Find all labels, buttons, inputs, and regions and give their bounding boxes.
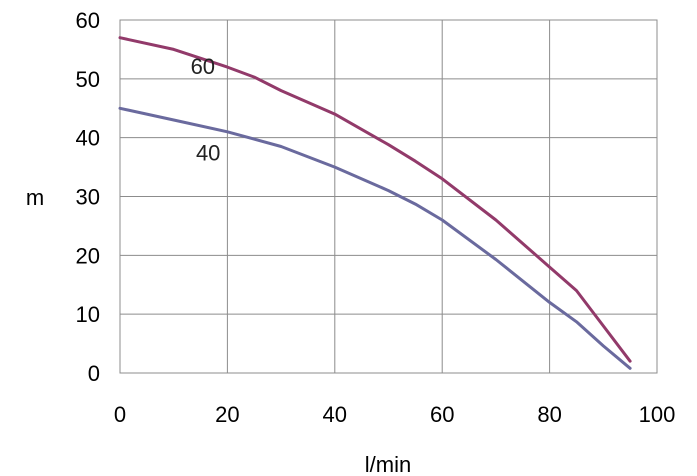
series-label-60: 60: [191, 54, 215, 79]
y-tick-label: 20: [76, 243, 100, 268]
x-tick-label: 100: [639, 402, 676, 427]
x-tick-label: 40: [323, 402, 347, 427]
series-layer: 60 40: [118, 36, 632, 370]
tick-labels: 0 10 20 30 40 50 60 0 20 40 60 80 100: [76, 8, 676, 427]
x-axis-label: l/min: [365, 452, 411, 476]
y-tick-label: 0: [88, 361, 100, 386]
series-line-60: [118, 36, 632, 363]
x-tick-label: 0: [114, 402, 126, 427]
y-tick-label: 40: [76, 126, 100, 151]
grid: [119, 19, 658, 374]
x-tick-label: 20: [215, 402, 239, 427]
series-line-40: [118, 106, 632, 370]
y-tick-label: 60: [76, 8, 100, 33]
x-tick-label: 80: [537, 402, 561, 427]
series-label-40: 40: [196, 140, 220, 165]
y-tick-label: 30: [76, 185, 100, 210]
y-axis-label: m: [26, 185, 44, 210]
y-tick-label: 50: [76, 67, 100, 92]
x-tick-label: 60: [430, 402, 454, 427]
y-tick-label: 10: [76, 302, 100, 327]
